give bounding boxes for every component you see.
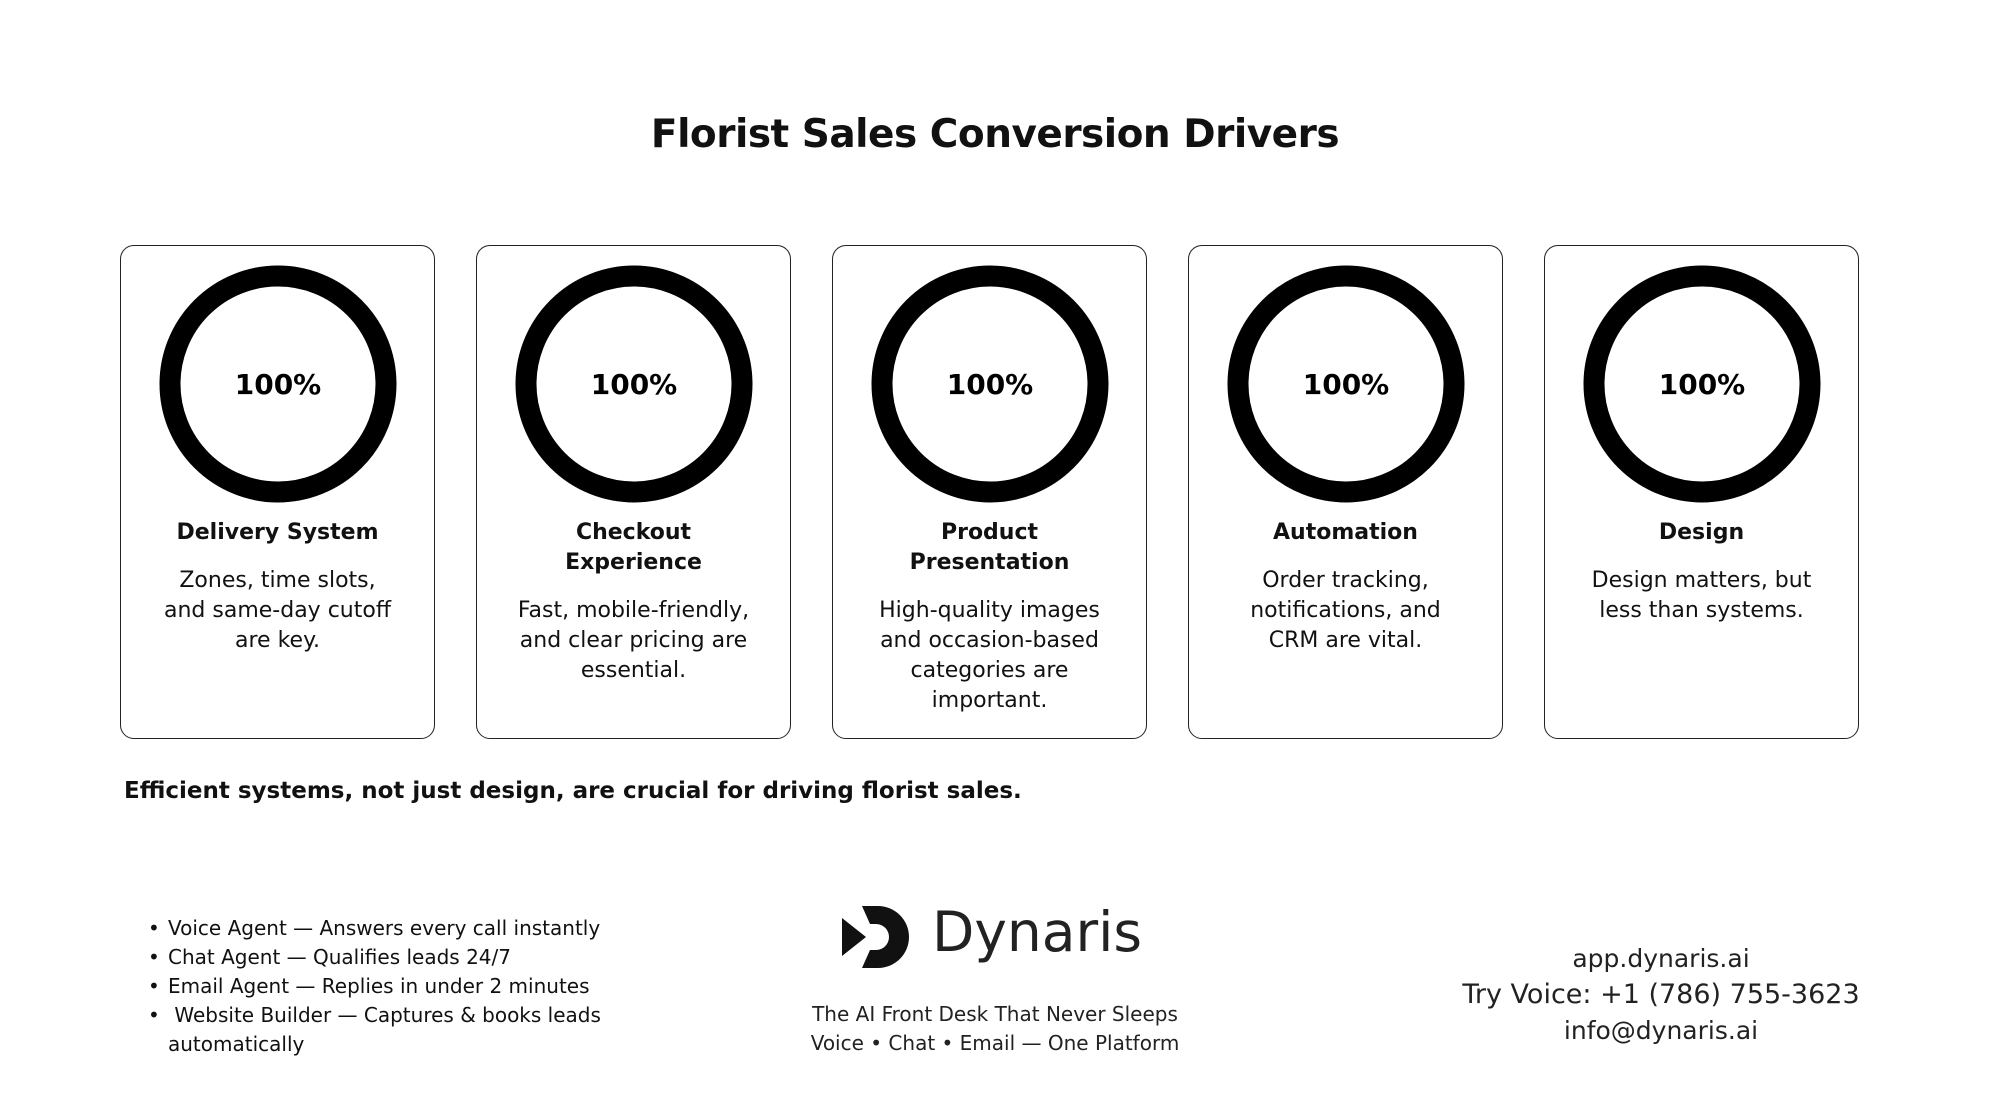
description-line: notifications, and bbox=[1250, 598, 1441, 623]
feature-line: Voice Agent — Answers every call instant… bbox=[168, 916, 601, 940]
donut-chart: 100% bbox=[159, 265, 397, 503]
description-line: less than systems. bbox=[1599, 598, 1804, 623]
brand-name: Dynaris bbox=[932, 900, 1143, 964]
feature-item: Website Builder — Captures & books leads… bbox=[146, 1001, 601, 1059]
driver-card: 100% Product Presentation High-quality imag… bbox=[832, 245, 1147, 739]
donut-label: 100% bbox=[235, 368, 322, 401]
contact-line: app.dynaris.ai bbox=[1572, 944, 1750, 973]
heading-line: Automation bbox=[1273, 520, 1418, 545]
tagline-line: The AI Front Desk That Never Sleeps bbox=[812, 1002, 1178, 1026]
donut-chart: 100% bbox=[515, 265, 753, 503]
card-heading: Automation Order tracking, notifications, … bbox=[1189, 518, 1502, 656]
donut-chart: 100% bbox=[1583, 265, 1821, 503]
tagline-line: Voice • Chat • Email — One Platform bbox=[810, 1031, 1180, 1055]
card-description: High-quality images and occasion-based cat… bbox=[833, 596, 1146, 716]
summary: Efficient systems, not just design, are … bbox=[124, 778, 1022, 804]
feature-line: Email Agent — Replies in under 2 minutes bbox=[168, 974, 590, 998]
logo-icon bbox=[842, 906, 909, 968]
description-line: Fast, mobile-friendly, bbox=[517, 598, 750, 623]
heading-line: Design bbox=[1658, 520, 1745, 545]
description-line: essential. bbox=[580, 658, 687, 683]
feature-line: automatically bbox=[168, 1032, 305, 1056]
donut-ring bbox=[1227, 265, 1465, 503]
driver-card: 100% Design Design matters, but less than s… bbox=[1544, 245, 1859, 739]
heading-line: Checkout bbox=[575, 520, 692, 545]
card-heading: Design Design matters, but less than syste… bbox=[1545, 518, 1858, 626]
donut-chart: 100% bbox=[871, 265, 1109, 503]
donut-chart: 100% bbox=[1227, 265, 1465, 503]
driver-card: 100% Delivery System Zones, time slots, and… bbox=[120, 245, 435, 739]
description-line: CRM are vital. bbox=[1268, 628, 1423, 653]
feature-list: Voice Agent — Answers every call instant… bbox=[146, 914, 601, 1059]
card-heading: Checkout Experience Fast, mobile-friendly,… bbox=[477, 518, 790, 686]
description-line: categories are bbox=[910, 658, 1069, 683]
description-line: are key. bbox=[235, 628, 320, 653]
card-description: Order tracking, notifications, and CRM are… bbox=[1189, 566, 1502, 656]
tagline: The AI Front Desk That Never Sleeps Voice… bbox=[745, 1000, 1245, 1058]
description-line: important. bbox=[931, 688, 1048, 713]
description-line: Design matters, but bbox=[1591, 568, 1812, 593]
contact-line: Try Voice: +1 (786) 755-3623 bbox=[1462, 979, 1860, 1010]
heading-line: Experience bbox=[565, 550, 702, 575]
donut-label: 100% bbox=[1659, 368, 1746, 401]
donut-label: 100% bbox=[1303, 368, 1390, 401]
card-description: Design matters, but less than systems. bbox=[1545, 566, 1858, 626]
feature-line: Chat Agent — Qualifies leads 24/7 bbox=[168, 945, 511, 969]
driver-card: 100% Automation Order tracking, notificatio… bbox=[1188, 245, 1503, 739]
description-line: High-quality images bbox=[879, 598, 1100, 623]
contact-line: info@dynaris.ai bbox=[1563, 1016, 1759, 1045]
donut-ring bbox=[515, 265, 753, 503]
donut-label: 100% bbox=[591, 368, 678, 401]
donut-label: 100% bbox=[947, 368, 1034, 401]
feature-item: Chat Agent — Qualifies leads 24/7 bbox=[146, 943, 601, 972]
heading-line: Delivery System bbox=[176, 520, 379, 545]
donut-ring bbox=[1583, 265, 1821, 503]
contact: app.dynaris.ai Try Voice: +1 (786) 755-36… bbox=[1411, 941, 1911, 1049]
feature-item: Email Agent — Replies in under 2 minutes bbox=[146, 972, 601, 1001]
card-heading: Delivery System Zones, time slots, and sam… bbox=[121, 518, 434, 656]
donut-ring bbox=[871, 265, 1109, 503]
card-heading: Product Presentation High-quality images an… bbox=[833, 518, 1146, 716]
donut-ring bbox=[159, 265, 397, 503]
description-line: Zones, time slots, bbox=[179, 568, 376, 593]
description-line: and occasion-based bbox=[880, 628, 1099, 653]
description-line: and clear pricing are bbox=[519, 628, 748, 653]
page-title: Florist Sales Conversion Drivers bbox=[650, 112, 1340, 157]
description-line: Order tracking, bbox=[1262, 568, 1429, 593]
heading-line: Presentation bbox=[909, 550, 1070, 575]
card-description: Fast, mobile-friendly, and clear pricing … bbox=[477, 596, 790, 686]
heading-line: Product bbox=[940, 520, 1039, 545]
feature-line: Website Builder — Captures & books leads bbox=[168, 1003, 601, 1027]
feature-item: Voice Agent — Answers every call instant… bbox=[146, 914, 601, 943]
description-line: and same-day cutoff bbox=[164, 598, 391, 623]
driver-card: 100% Checkout Experience Fast, mobile-frien… bbox=[476, 245, 791, 739]
card-description: Zones, time slots, and same-day cutoff are… bbox=[121, 566, 434, 656]
